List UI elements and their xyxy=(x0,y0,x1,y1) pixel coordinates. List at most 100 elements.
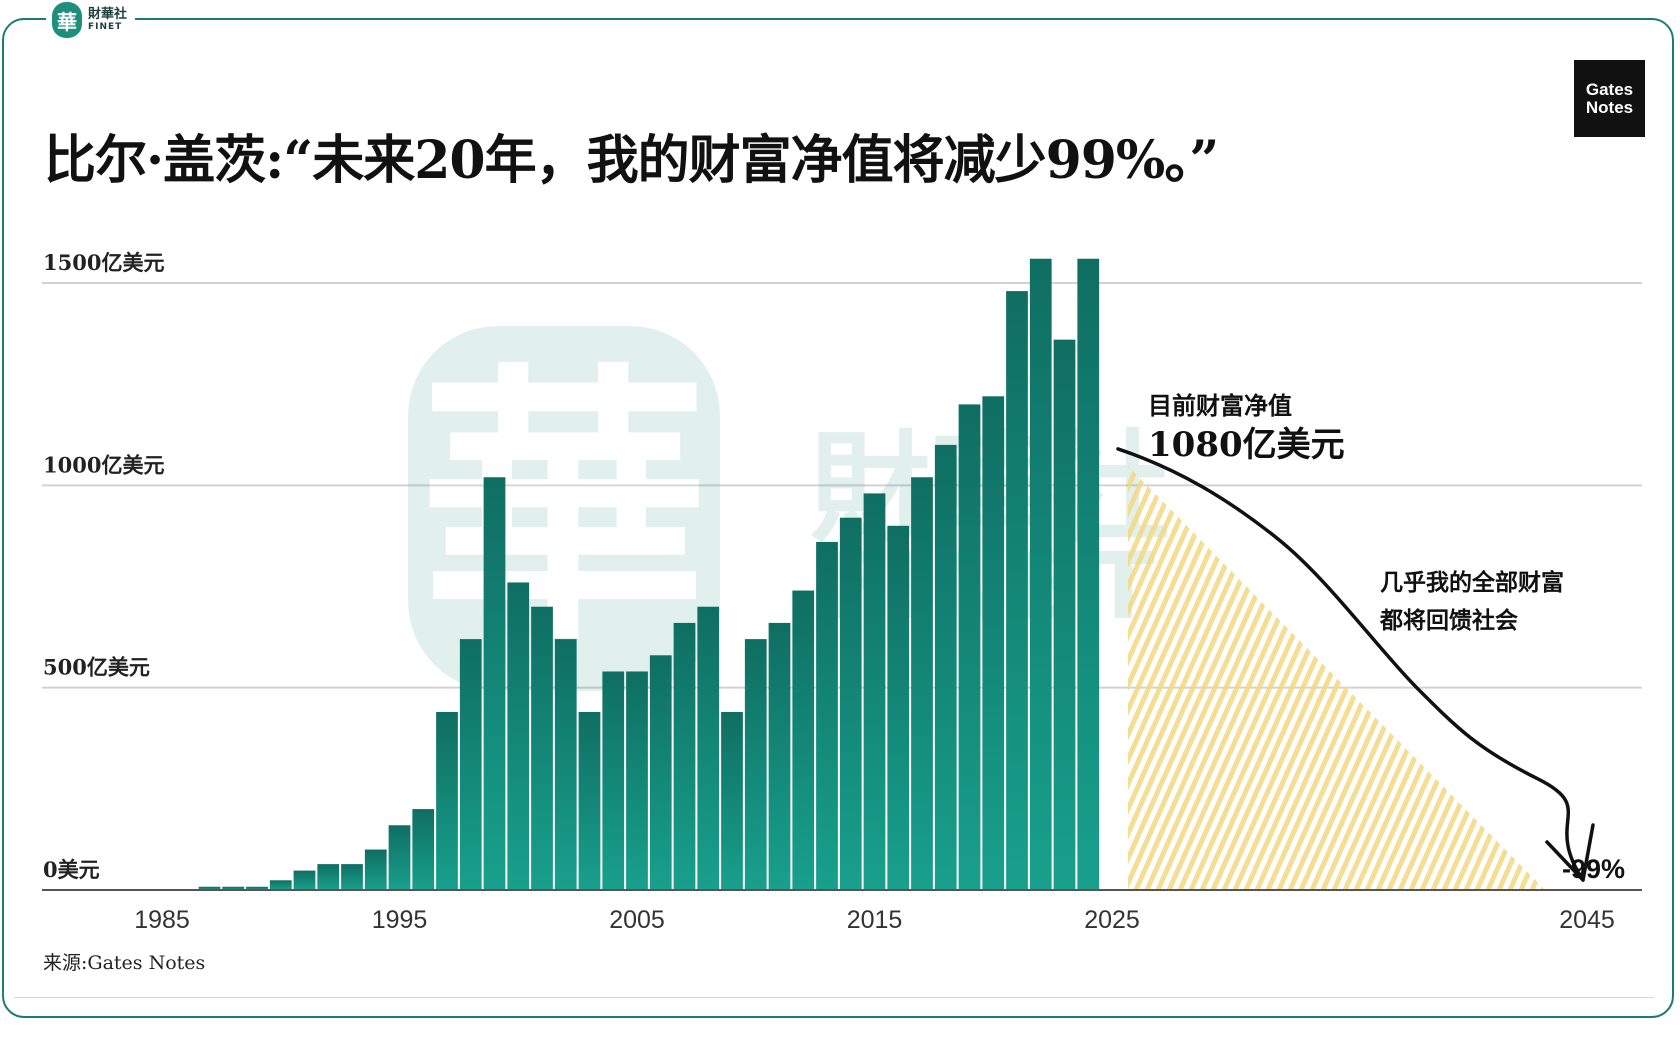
x-tick-label: 1985 xyxy=(134,906,190,934)
hatch-stroke xyxy=(1265,466,1471,890)
bar-2010 xyxy=(744,639,767,890)
hatch-stroke xyxy=(1540,466,1545,890)
bar-1987 xyxy=(198,886,221,890)
hatch-stroke xyxy=(1386,466,1545,890)
hatch-stroke xyxy=(1353,466,1545,890)
hatch-stroke xyxy=(1210,466,1416,890)
x-tick-labels: 1985 1995 2005 2015 2025 2045 xyxy=(134,906,1615,934)
giveaway-note-line2: 都将回馈社会 xyxy=(1379,607,1518,634)
hatch-stroke xyxy=(1620,440,1680,890)
hatch-stroke xyxy=(1188,466,1394,890)
hatch-stroke xyxy=(1664,440,1680,890)
hatch-stroke xyxy=(1554,440,1680,890)
x-tick-label: 2015 xyxy=(847,906,903,934)
hatch-stroke xyxy=(1653,440,1680,890)
hatch-stroke xyxy=(1609,440,1680,890)
bar-2021 xyxy=(1006,291,1028,890)
bar-1992 xyxy=(317,864,340,890)
bar-1994 xyxy=(364,849,387,890)
bar-2016 xyxy=(887,525,910,890)
gates-notes-logo-line1: Gates xyxy=(1585,79,1634,99)
bar-2011 xyxy=(768,622,791,890)
hatch-stroke xyxy=(1320,466,1526,890)
bar-2000 xyxy=(507,582,530,890)
hatch-stroke xyxy=(1177,466,1383,890)
y-tick-label: 500亿美元 xyxy=(43,655,150,680)
bar-2024 xyxy=(1077,258,1100,891)
gates-notes-logo: Gates Notes xyxy=(1574,60,1645,137)
watermark-seal-char: 華 xyxy=(419,339,709,679)
hatch-stroke xyxy=(1342,466,1545,890)
bar-2023 xyxy=(1053,339,1076,890)
hatch-stroke xyxy=(1496,466,1545,890)
hatch-stroke xyxy=(1587,440,1680,890)
chart-title: 比尔·盖茨:“未来20年，我的财富净值将减少99%。” xyxy=(44,130,1219,191)
hatch-stroke xyxy=(1419,466,1545,890)
bar-2009 xyxy=(721,711,743,890)
source-note: 来源:Gates Notes xyxy=(43,952,206,974)
bar-2014 xyxy=(839,517,862,890)
decline-arrowhead xyxy=(1545,823,1595,882)
hatch-stroke xyxy=(1518,466,1545,890)
bar-1995 xyxy=(388,825,411,890)
bar-2019 xyxy=(958,404,981,890)
hatch-stroke xyxy=(1408,466,1545,890)
bar-1990 xyxy=(269,880,292,890)
x-tick-label: 2045 xyxy=(1559,906,1615,934)
bar-1997 xyxy=(436,711,458,890)
hatch-stroke xyxy=(1675,440,1680,890)
bar-2007 xyxy=(673,622,696,890)
hatch-stroke xyxy=(1298,466,1504,890)
bar-2020 xyxy=(982,396,1005,890)
hatch-stroke xyxy=(1144,466,1350,890)
bar-2001 xyxy=(531,606,553,890)
bottom-divider xyxy=(14,997,1654,998)
bar-2017 xyxy=(911,477,933,890)
bar-2013 xyxy=(816,541,838,890)
hatch-stroke xyxy=(1128,466,1185,890)
hatch-stroke xyxy=(1397,466,1545,890)
hatch-stroke xyxy=(1507,466,1545,890)
bars xyxy=(198,258,1100,891)
bar-2002 xyxy=(554,639,577,890)
brand-name-zh: 財華社 xyxy=(88,7,128,22)
y-tick-label: 1000亿美元 xyxy=(43,452,164,477)
bar-2006 xyxy=(649,655,672,890)
decline-arrow xyxy=(1116,447,1585,882)
hatch-stroke xyxy=(1243,466,1449,890)
hatch-stroke xyxy=(1128,466,1207,890)
hatch-stroke xyxy=(1166,466,1372,890)
finet-logo: 華 財華社 FINET xyxy=(46,2,136,38)
hatch-stroke xyxy=(1529,466,1545,890)
finet-seal-icon: 華 xyxy=(52,2,82,38)
hatch-stroke xyxy=(1331,466,1537,890)
y-tick-labels: 0美元 500亿美元 1000亿美元 1500亿美元 xyxy=(43,250,164,882)
hatch-stroke xyxy=(1642,440,1680,890)
bar-2022 xyxy=(1029,258,1052,891)
bar-1993 xyxy=(341,864,363,890)
hatch-stroke xyxy=(1232,466,1438,890)
bar-1988 xyxy=(222,886,245,890)
bar-1989 xyxy=(246,886,268,890)
brand-name-en: FINET xyxy=(88,22,123,32)
hatch-stroke xyxy=(1598,440,1680,890)
y-tick-label: 1500亿美元 xyxy=(43,250,164,275)
y-tick-label: 0美元 xyxy=(43,857,100,882)
bar-2008 xyxy=(697,606,720,890)
bar-2018 xyxy=(934,444,957,890)
hatch-stroke xyxy=(1375,466,1545,890)
end-change-label: -99% xyxy=(1562,854,1625,884)
hatch-stroke xyxy=(1474,466,1545,890)
hatch-stroke xyxy=(1276,466,1482,890)
hatch-stroke xyxy=(1430,466,1545,890)
gates-notes-logo-line2: Notes xyxy=(1585,97,1634,117)
bar-2004 xyxy=(602,671,625,890)
bar-2003 xyxy=(578,711,601,890)
hatch-stroke xyxy=(1287,466,1493,890)
hatch-stroke xyxy=(1254,466,1460,890)
hatch-stroke xyxy=(1441,466,1545,890)
x-tick-label: 2005 xyxy=(609,906,665,934)
hatch-stroke xyxy=(1631,440,1680,890)
hatch-stroke xyxy=(1452,466,1545,890)
